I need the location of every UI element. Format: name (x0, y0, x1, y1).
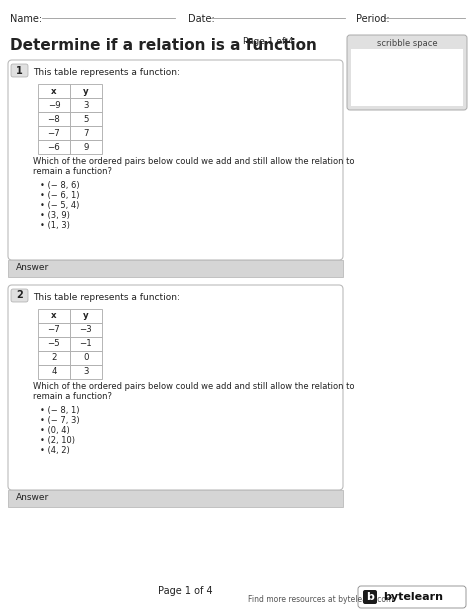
Bar (70, 309, 102, 323)
Text: • (− 8, 1): • (− 8, 1) (40, 406, 80, 415)
Bar (38, 126, 70, 140)
FancyBboxPatch shape (347, 35, 467, 110)
Text: −7: −7 (47, 326, 60, 335)
Bar (38, 365, 70, 379)
Text: Page 1 of 4: Page 1 of 4 (243, 37, 293, 46)
Text: Find more resources at bytelearn.com: Find more resources at bytelearn.com (248, 595, 393, 604)
Bar (38, 140, 70, 154)
Text: • (1, 3): • (1, 3) (40, 221, 70, 230)
Bar (38, 84, 70, 98)
Text: • (− 5, 4): • (− 5, 4) (40, 201, 79, 210)
FancyBboxPatch shape (8, 285, 343, 490)
Text: • (3, 9): • (3, 9) (40, 211, 70, 220)
Bar (351, 49, 463, 106)
Bar (8, 490, 343, 507)
Bar (70, 365, 102, 379)
Text: −3: −3 (80, 326, 92, 335)
Text: Determine if a relation is a function: Determine if a relation is a function (10, 38, 317, 53)
Text: Page 1 of 4: Page 1 of 4 (158, 586, 212, 596)
Text: 3: 3 (83, 368, 89, 376)
Text: b: b (366, 592, 374, 602)
Bar (70, 112, 102, 126)
Text: −1: −1 (80, 340, 92, 349)
Text: 7: 7 (83, 129, 89, 137)
Text: 0: 0 (83, 354, 89, 362)
Bar (38, 351, 70, 365)
Bar (70, 98, 102, 112)
Text: x: x (51, 86, 57, 96)
Bar (70, 323, 102, 337)
Text: 4: 4 (51, 368, 57, 376)
FancyBboxPatch shape (11, 289, 28, 302)
Text: • (− 6, 1): • (− 6, 1) (40, 191, 80, 200)
Text: • (4, 2): • (4, 2) (40, 446, 70, 455)
Text: • (2, 10): • (2, 10) (40, 436, 75, 445)
Bar (38, 98, 70, 112)
Text: 5: 5 (83, 115, 89, 123)
Text: Which of the ordered pairs below could we add and still allow the relation to
re: Which of the ordered pairs below could w… (33, 382, 355, 402)
Text: 2: 2 (16, 291, 23, 300)
Bar (38, 112, 70, 126)
Bar (38, 323, 70, 337)
Bar (8, 260, 343, 277)
Text: Answer: Answer (16, 264, 49, 273)
Text: Date:: Date: (188, 14, 215, 24)
Text: 9: 9 (83, 142, 89, 151)
Text: −9: −9 (48, 101, 60, 110)
Text: • (− 8, 6): • (− 8, 6) (40, 181, 80, 190)
FancyBboxPatch shape (363, 590, 377, 604)
Bar (70, 337, 102, 351)
Text: • (− 7, 3): • (− 7, 3) (40, 416, 80, 425)
Text: bytelearn: bytelearn (383, 592, 443, 602)
Text: Name:: Name: (10, 14, 42, 24)
Bar (38, 309, 70, 323)
FancyBboxPatch shape (11, 64, 28, 77)
Text: This table represents a function:: This table represents a function: (33, 68, 180, 77)
Text: −8: −8 (47, 115, 60, 123)
Text: x: x (51, 311, 57, 321)
Text: This table represents a function:: This table represents a function: (33, 293, 180, 302)
Text: y: y (83, 311, 89, 321)
Text: Answer: Answer (16, 493, 49, 503)
Text: Which of the ordered pairs below could we add and still allow the relation to
re: Which of the ordered pairs below could w… (33, 157, 355, 177)
Bar (70, 140, 102, 154)
Text: −5: −5 (47, 340, 60, 349)
Text: −6: −6 (47, 142, 60, 151)
Bar (70, 84, 102, 98)
Bar (70, 126, 102, 140)
Text: −7: −7 (47, 129, 60, 137)
Bar (70, 351, 102, 365)
FancyBboxPatch shape (8, 60, 343, 260)
Text: scribble space: scribble space (377, 39, 438, 48)
Text: 3: 3 (83, 101, 89, 110)
Bar (38, 337, 70, 351)
Text: y: y (83, 86, 89, 96)
FancyBboxPatch shape (358, 586, 466, 608)
Text: • (0, 4): • (0, 4) (40, 426, 70, 435)
Text: Period:: Period: (356, 14, 390, 24)
Text: 2: 2 (51, 354, 57, 362)
Text: 1: 1 (16, 66, 23, 75)
